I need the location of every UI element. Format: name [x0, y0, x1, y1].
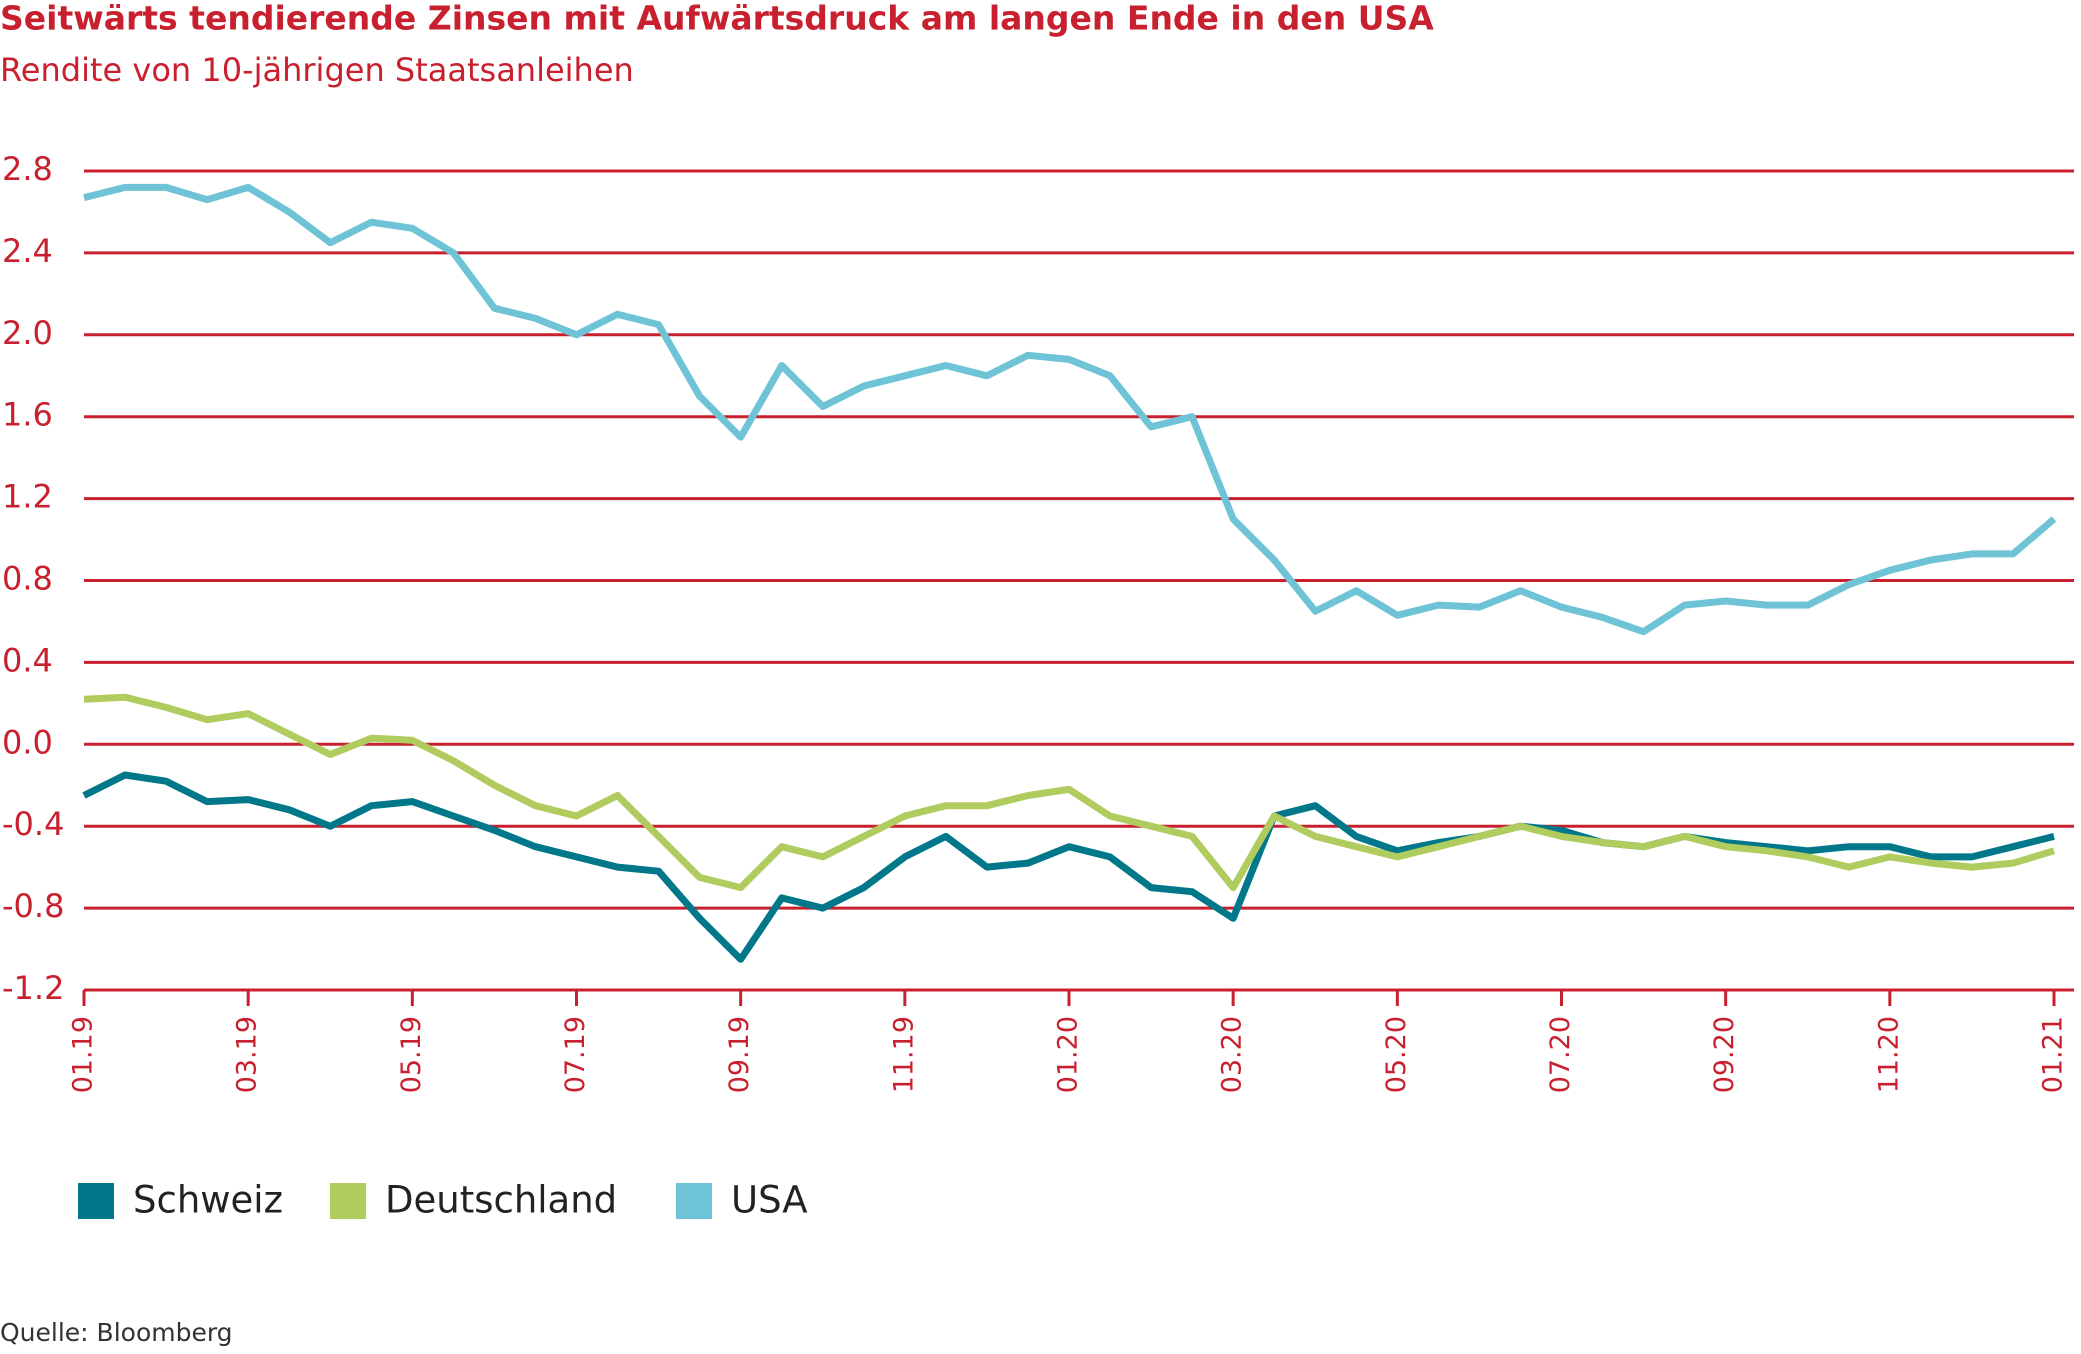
x-tick-label: 09.19: [724, 1016, 755, 1093]
legend-swatch: [78, 1183, 114, 1219]
y-tick-label: 1.2: [2, 478, 53, 516]
chart-title: Seitwärts tendierende Zinsen mit Aufwärt…: [0, 0, 1434, 38]
x-tick-label: 03.19: [232, 1016, 263, 1093]
series-line: [82, 771, 2055, 963]
legend-swatch: [676, 1183, 712, 1219]
y-tick-label: 2.8: [2, 150, 53, 188]
series-line: [83, 183, 2057, 636]
series-line: [83, 693, 2056, 892]
y-tick-label: 0.0: [2, 723, 53, 761]
y-tick-label: 0.8: [2, 560, 53, 598]
x-tick-label: 11.20: [1873, 1016, 1904, 1093]
y-tick-label: 0.4: [2, 641, 53, 679]
legend-swatch: [330, 1183, 366, 1219]
x-tick-label: 07.20: [1545, 1016, 1576, 1093]
x-tick-label: 09.20: [1709, 1016, 1740, 1093]
y-tick-label: -1.2: [2, 969, 64, 1007]
y-tick-label: 1.6: [2, 396, 53, 434]
y-tick-label: -0.8: [2, 887, 64, 925]
legend-label: Schweiz: [133, 1179, 283, 1222]
x-tick-label: 11.19: [888, 1016, 919, 1093]
x-tick-label: 07.19: [560, 1016, 591, 1093]
legend-label: USA: [731, 1179, 808, 1222]
source: Quelle: Bloomberg: [0, 1318, 233, 1347]
y-tick-label: 2.0: [2, 314, 53, 352]
x-tick-label: 01.20: [1053, 1016, 1084, 1093]
x-tick-label: 05.20: [1381, 1016, 1412, 1093]
x-tick-label: 01.19: [68, 1016, 99, 1093]
x-tick-label: 01.21: [2038, 1016, 2069, 1093]
chart-subtitle: Rendite von 10-jährigen Staatsanleihen: [0, 51, 634, 89]
x-tick-label: 03.20: [1217, 1016, 1248, 1093]
x-tick-label: 05.19: [396, 1016, 427, 1093]
y-tick-label: 2.4: [2, 232, 53, 270]
legend-label: Deutschland: [385, 1179, 617, 1222]
y-tick-label: -0.4: [2, 805, 64, 843]
